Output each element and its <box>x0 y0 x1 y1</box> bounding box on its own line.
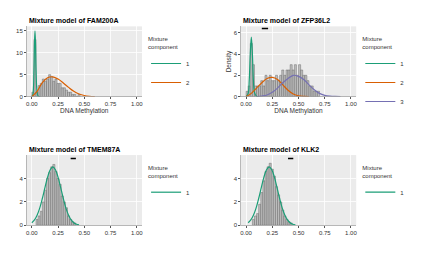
svg-text:1: 1 <box>186 61 190 67</box>
svg-text:2: 2 <box>234 199 238 205</box>
svg-text:2: 2 <box>186 80 190 86</box>
svg-text:DNA Methylation: DNA Methylation <box>274 107 323 115</box>
svg-text:0.50: 0.50 <box>293 230 305 236</box>
svg-text:Mixturecomponent: Mixturecomponent <box>148 36 178 50</box>
svg-text:1: 1 <box>400 190 404 196</box>
svg-text:10: 10 <box>16 50 23 56</box>
svg-text:1.00: 1.00 <box>131 101 143 107</box>
svg-text:Mixture model of ZFP36L2: Mixture model of ZFP36L2 <box>243 17 330 24</box>
svg-text:0.00: 0.00 <box>240 230 252 236</box>
svg-text:0.00: 0.00 <box>240 101 252 107</box>
svg-text:0.25: 0.25 <box>266 230 278 236</box>
svg-text:0.25: 0.25 <box>52 230 64 236</box>
svg-text:6: 6 <box>234 30 238 36</box>
svg-text:Mixturecomponent: Mixturecomponent <box>362 165 392 179</box>
svg-text:0: 0 <box>234 94 238 100</box>
svg-text:Mixturecomponent: Mixturecomponent <box>362 36 392 50</box>
svg-text:2: 2 <box>234 72 238 78</box>
svg-text:Mixture model of KLK2: Mixture model of KLK2 <box>243 146 319 153</box>
svg-text:0: 0 <box>19 94 23 100</box>
svg-text:1: 1 <box>400 61 404 67</box>
svg-text:1.00: 1.00 <box>345 101 357 107</box>
svg-text:Density: Density <box>225 50 233 72</box>
svg-text:0: 0 <box>234 222 238 228</box>
svg-text:Mixture model of TMEM87A: Mixture model of TMEM87A <box>29 146 120 153</box>
svg-text:0: 0 <box>19 222 23 228</box>
svg-text:3: 3 <box>400 99 404 105</box>
svg-text:1.00: 1.00 <box>345 230 357 236</box>
svg-text:0.25: 0.25 <box>52 101 64 107</box>
svg-text:4: 4 <box>234 51 238 57</box>
svg-text:0.25: 0.25 <box>266 101 278 107</box>
svg-text:0.50: 0.50 <box>78 101 90 107</box>
svg-text:0.50: 0.50 <box>293 101 305 107</box>
svg-text:0.75: 0.75 <box>319 101 331 107</box>
svg-text:1.00: 1.00 <box>131 230 143 236</box>
svg-text:0.00: 0.00 <box>26 230 38 236</box>
svg-text:0.75: 0.75 <box>105 230 117 236</box>
svg-text:1: 1 <box>186 190 190 196</box>
svg-text:4: 4 <box>234 176 238 182</box>
svg-text:2: 2 <box>400 80 404 86</box>
svg-text:0.00: 0.00 <box>26 101 38 107</box>
svg-text:0.75: 0.75 <box>319 230 331 236</box>
svg-text:0.50: 0.50 <box>78 230 90 236</box>
svg-text:Mixturecomponent: Mixturecomponent <box>148 165 178 179</box>
svg-text:5: 5 <box>19 72 23 78</box>
svg-text:15: 15 <box>16 28 23 34</box>
svg-text:Mixture model of FAM200A: Mixture model of FAM200A <box>29 17 118 24</box>
svg-text:4: 4 <box>19 176 23 182</box>
svg-text:0.75: 0.75 <box>105 101 117 107</box>
svg-text:DNA Methylation: DNA Methylation <box>60 107 109 115</box>
svg-text:2: 2 <box>19 199 23 205</box>
